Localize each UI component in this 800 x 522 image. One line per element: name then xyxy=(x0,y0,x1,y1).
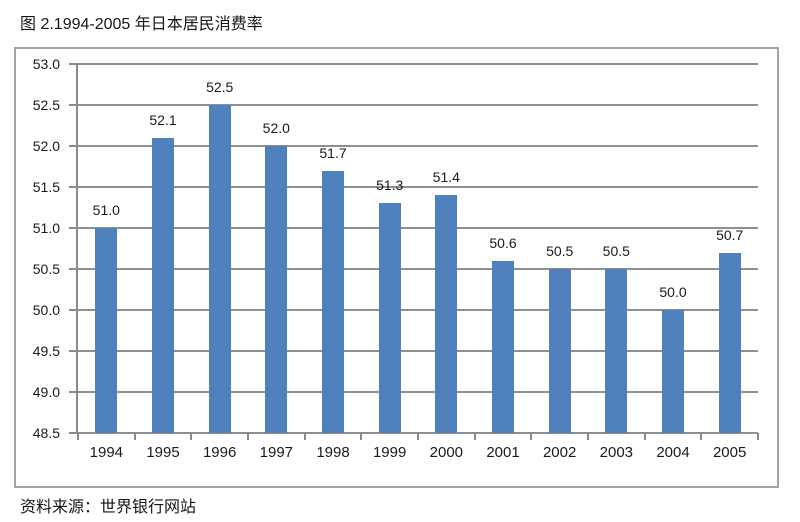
x-axis-label: 2004 xyxy=(656,444,690,461)
gridline xyxy=(78,391,758,393)
y-axis-label: 50.0 xyxy=(32,302,60,318)
y-axis-tick xyxy=(69,268,78,270)
bar xyxy=(95,228,118,433)
bar xyxy=(662,310,684,433)
x-axis-label: 2000 xyxy=(429,444,464,461)
x-axis-tick xyxy=(757,433,759,440)
bar-value-label: 50.5 xyxy=(602,243,630,259)
bar xyxy=(378,203,401,433)
x-axis-tick xyxy=(473,433,476,440)
x-axis-tick xyxy=(643,433,646,440)
bar-value-label: 51.3 xyxy=(376,177,404,194)
x-axis-label: 1998 xyxy=(316,444,350,461)
bar-value-label: 52.0 xyxy=(262,120,290,136)
bar xyxy=(322,170,344,433)
x-axis-tick xyxy=(530,433,533,440)
x-axis-tick xyxy=(417,433,419,440)
y-axis-tick xyxy=(69,309,78,311)
x-axis-tick xyxy=(587,433,589,440)
gridline xyxy=(78,350,758,352)
x-axis-label: 1997 xyxy=(259,444,294,461)
gridline xyxy=(78,63,758,65)
y-axis-label: 49.0 xyxy=(32,384,60,400)
x-axis-label: 2001 xyxy=(486,444,520,461)
gridline xyxy=(78,186,758,188)
bar xyxy=(435,195,458,433)
x-axis-label: 2002 xyxy=(542,444,577,461)
x-axis-label: 2005 xyxy=(712,444,747,461)
bar xyxy=(265,146,288,433)
y-axis-line xyxy=(76,63,78,434)
y-axis-label: 48.5 xyxy=(32,425,60,441)
figure-title: 图 2.1994-2005 年日本居民消费率 xyxy=(20,16,263,33)
y-axis-tick xyxy=(69,432,78,434)
bar xyxy=(152,137,174,433)
bar-value-label: 50.5 xyxy=(546,243,574,259)
source-note: 资料来源：世界银行网站 xyxy=(20,499,197,516)
y-axis-label: 53.0 xyxy=(32,56,60,72)
bar-value-label: 50.7 xyxy=(716,226,744,243)
bar-value-label: 51.0 xyxy=(92,202,120,218)
x-axis-tick xyxy=(247,433,249,440)
x-axis-label: 1999 xyxy=(372,444,407,461)
x-axis-tick xyxy=(700,433,703,440)
bar-value-label: 52.5 xyxy=(206,79,234,95)
gridline xyxy=(78,145,758,147)
x-axis-label: 2003 xyxy=(599,444,634,461)
bar xyxy=(208,105,231,433)
bar-value-label: 50.6 xyxy=(489,234,517,251)
y-axis-tick xyxy=(69,104,78,106)
x-axis-tick xyxy=(360,433,363,440)
bar xyxy=(492,260,514,433)
bar xyxy=(605,269,628,433)
gridline xyxy=(78,309,758,311)
y-axis-tick xyxy=(69,350,78,352)
bar xyxy=(548,269,571,433)
y-axis-label: 52.0 xyxy=(32,138,60,154)
chart-frame: 53.0 52.5 52.0 51.5 51.0 50.5 50.0 49.5 49.0 48.5… xyxy=(14,47,779,488)
x-axis-label: 1996 xyxy=(202,444,237,461)
y-axis-tick xyxy=(69,145,78,147)
y-axis-label: 51.0 xyxy=(32,220,60,236)
y-axis-label: 49.5 xyxy=(32,343,60,359)
x-axis-label: 1995 xyxy=(146,444,180,461)
bar-value-label: 50.0 xyxy=(659,284,687,300)
bar-value-label: 52.1 xyxy=(149,111,177,128)
x-axis-tick xyxy=(303,433,306,440)
x-axis-label: 1994 xyxy=(89,444,124,461)
x-axis-tick xyxy=(77,433,79,440)
bar-value-label: 51.7 xyxy=(319,144,347,161)
gridline xyxy=(78,227,758,229)
gridline xyxy=(78,268,758,270)
y-axis-tick xyxy=(69,227,78,229)
y-axis-tick xyxy=(69,391,78,393)
x-axis-tick xyxy=(133,433,136,440)
bar xyxy=(718,252,741,433)
y-axis-label: 51.5 xyxy=(32,179,60,195)
y-axis-tick xyxy=(69,63,78,65)
y-axis-tick xyxy=(69,186,78,188)
y-axis-label: 52.5 xyxy=(32,97,60,113)
gridline xyxy=(78,104,758,106)
y-axis-label: 50.5 xyxy=(32,261,60,277)
bar-value-label: 51.4 xyxy=(432,169,460,186)
x-axis-tick xyxy=(190,433,193,440)
